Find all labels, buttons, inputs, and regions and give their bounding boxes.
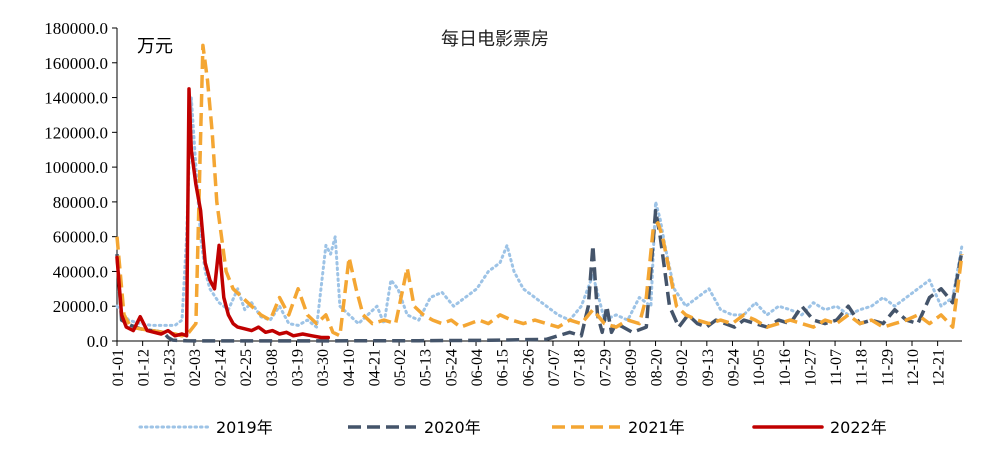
x-tick-label: 03-19 <box>290 349 307 386</box>
x-tick-label: 09-24 <box>725 349 742 386</box>
y-tick-label: 100000.0 <box>44 158 108 177</box>
legend-label: 2022年 <box>830 418 887 437</box>
x-tick-label: 09-02 <box>674 349 691 386</box>
series-line-1 <box>115 96 964 329</box>
x-tick-label: 08-09 <box>623 349 640 386</box>
x-tick-label: 11-29 <box>879 349 896 386</box>
x-tick-label: 07-07 <box>546 349 563 386</box>
y-tick-label: 180000.0 <box>44 19 108 38</box>
x-tick-label: 05-13 <box>418 349 435 386</box>
x-tick-label: 01-12 <box>136 349 153 386</box>
y-tick-label: 60000.0 <box>53 228 108 247</box>
x-tick-label: 12-21 <box>931 349 948 386</box>
y-tick-label: 140000.0 <box>44 89 108 108</box>
legend-label: 2019年 <box>216 418 273 437</box>
series-line-4 <box>115 87 331 340</box>
x-tick-label: 01-23 <box>161 349 178 386</box>
y-tick-label: 0.0 <box>87 332 108 351</box>
x-tick-label: 09-13 <box>700 349 717 386</box>
y-tick-label: 20000.0 <box>53 297 108 316</box>
x-tick-label: 07-29 <box>597 349 614 386</box>
x-tick-label: 12-10 <box>905 349 922 386</box>
x-tick-label: 01-01 <box>110 349 127 386</box>
legend: 2019年 2020年 2021年 2022年 <box>138 418 887 437</box>
x-tick-label: 11-18 <box>854 349 871 386</box>
series-line-3 <box>115 43 964 338</box>
x-tick-label: 02-14 <box>213 349 230 386</box>
x-tick-label: 06-26 <box>520 349 537 386</box>
unit-label: 万元 <box>137 36 173 57</box>
series-layer <box>115 43 964 343</box>
x-tick-label: 04-10 <box>341 349 358 386</box>
legend-label: 2020年 <box>424 418 481 437</box>
x-tick-label: 05-02 <box>392 349 409 386</box>
x-tick-label: 03-08 <box>264 349 281 386</box>
y-tick-label: 160000.0 <box>44 54 108 73</box>
x-tick-label: 02-25 <box>238 349 255 386</box>
x-tick-label: 10-16 <box>777 349 794 386</box>
x-tick-label: 05-24 <box>443 349 460 386</box>
y-tick-label: 80000.0 <box>53 193 108 212</box>
x-tick-label: 04-21 <box>366 349 383 386</box>
y-tick-label: 40000.0 <box>53 262 108 281</box>
x-tick-label: 07-18 <box>572 349 589 386</box>
legend-label: 2021年 <box>628 418 685 437</box>
x-tick-label: 02-03 <box>187 349 204 386</box>
x-tick-label: 08-20 <box>649 349 666 386</box>
y-tick-label: 120000.0 <box>44 123 108 142</box>
x-tick-label: 06-15 <box>495 349 512 386</box>
x-tick-label: 11-07 <box>828 349 845 386</box>
x-tick-label: 03-30 <box>315 349 332 386</box>
x-axis: 01-01 01-12 01-23 02-03 02-14 02-25 03-08 03-19… <box>110 340 962 386</box>
x-tick-label: 10-05 <box>751 349 768 386</box>
x-tick-label: 06-04 <box>469 349 486 386</box>
y-axis: 0.0 20000.0 40000.0 60000.0 80000.0 100000.0 1… <box>44 19 118 351</box>
chart-title: 每日电影票房 <box>441 29 549 50</box>
x-tick-label: 10-27 <box>802 349 819 386</box>
series-line-2 <box>115 208 964 343</box>
